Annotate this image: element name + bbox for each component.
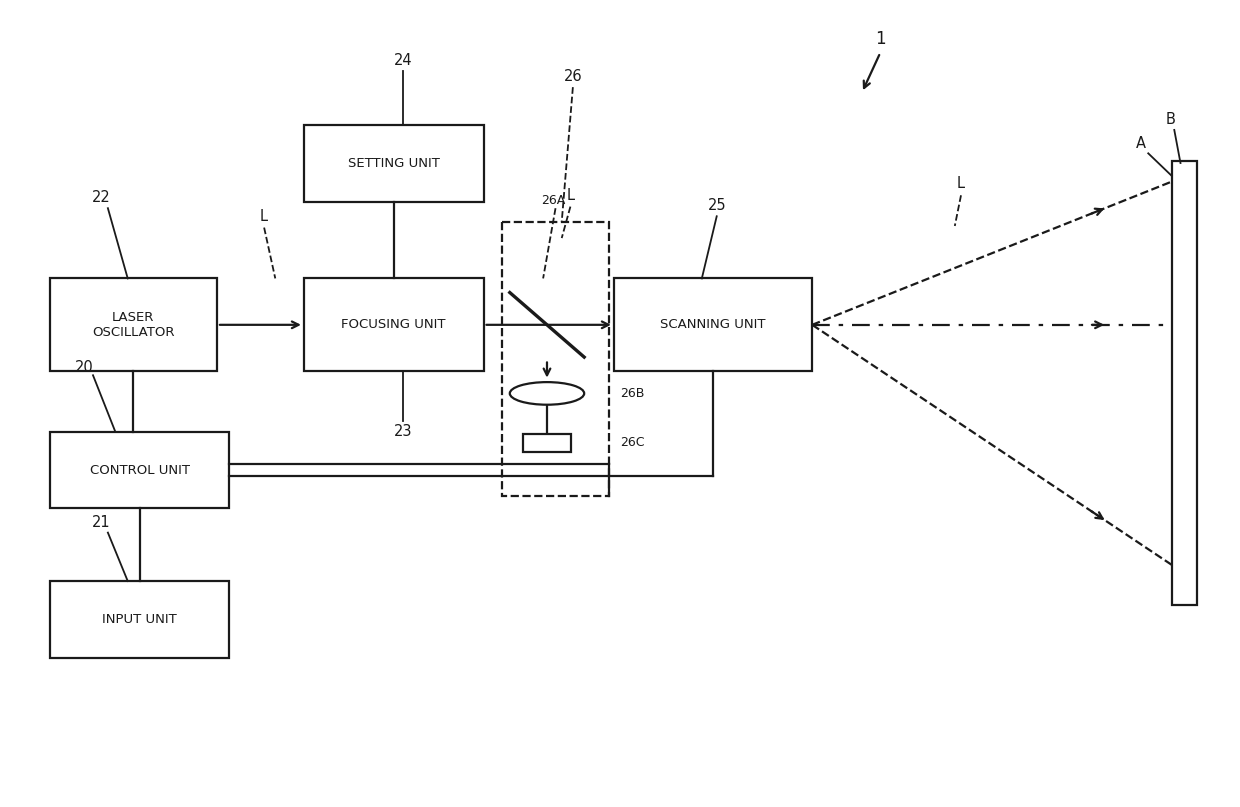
Text: L: L	[957, 177, 965, 191]
Text: 1: 1	[875, 30, 885, 48]
Text: 26: 26	[563, 69, 583, 84]
Text: INPUT UNIT: INPUT UNIT	[102, 613, 177, 626]
Bar	[523, 434, 570, 452]
Bar	[304, 278, 484, 371]
Text: CONTROL UNIT: CONTROL UNIT	[89, 463, 190, 477]
Text: L: L	[567, 188, 574, 203]
Text: 22: 22	[92, 190, 112, 205]
Bar	[304, 125, 484, 202]
Text: SCANNING UNIT: SCANNING UNIT	[660, 318, 766, 332]
Text: 23: 23	[394, 424, 412, 439]
Text: 26A: 26A	[541, 194, 565, 207]
Bar	[614, 278, 812, 371]
Bar	[50, 432, 229, 508]
Text: A: A	[1136, 136, 1146, 151]
Text: LASER
OSCILLATOR: LASER OSCILLATOR	[92, 311, 175, 339]
Text: 25: 25	[707, 199, 727, 213]
Bar	[502, 222, 609, 496]
Bar	[50, 278, 217, 371]
Text: FOCUSING UNIT: FOCUSING UNIT	[341, 318, 446, 332]
Text: 26C: 26C	[620, 436, 645, 449]
Text: B: B	[1166, 112, 1176, 127]
Text: 24: 24	[393, 53, 413, 68]
Text: 21: 21	[92, 516, 112, 530]
Text: 20: 20	[74, 360, 94, 374]
Ellipse shape	[510, 382, 584, 404]
Bar	[1172, 161, 1197, 605]
Text: L: L	[260, 209, 268, 224]
Bar	[50, 581, 229, 658]
Text: SETTING UNIT: SETTING UNIT	[347, 157, 440, 170]
Text: 26B: 26B	[620, 387, 645, 400]
